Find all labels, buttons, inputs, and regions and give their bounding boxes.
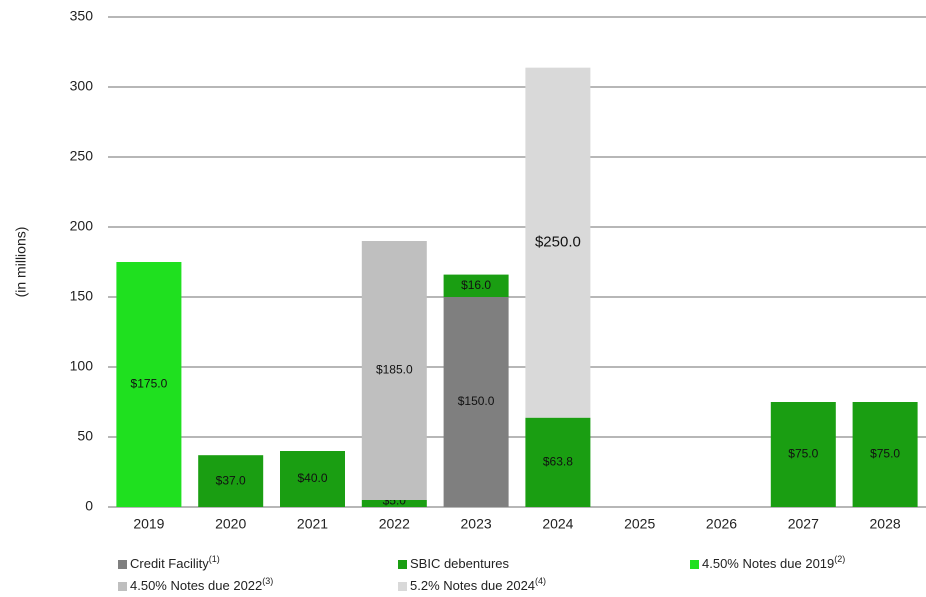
x-tick-label: 2025 [624,516,655,532]
y-tick-label: 150 [70,288,94,304]
bar-segment [361,500,427,507]
legend-footnote: (3) [262,576,273,586]
y-tick-label: 200 [70,218,94,234]
bar-segment [525,417,591,507]
legend-label: Credit Facility(1) [130,554,220,571]
value-label: $185.0 [376,363,413,377]
legend-name: 4.50% Notes due 2019 [702,556,834,571]
legend-swatch [690,560,699,569]
bar-segment [198,455,264,507]
y-tick-label: 50 [77,428,93,444]
bar-segment [525,67,591,418]
bar-segment [852,402,918,507]
legend-label: SBIC debentures [410,556,510,571]
value-label: $75.0 [788,447,818,461]
x-tick-label: 2028 [870,516,901,532]
value-label: $40.0 [297,471,327,485]
legend-footnote: (2) [834,554,845,564]
bar-segment [443,274,509,297]
x-tick-label: 2026 [706,516,737,532]
legend-name: SBIC debentures [410,556,510,571]
x-tick-label: 2027 [788,516,819,532]
x-tick-label: 2022 [379,516,410,532]
value-label: $250.0 [535,234,581,251]
value-label: $150.0 [458,394,495,408]
bar-segment [770,402,836,507]
y-tick-label: 300 [70,78,94,94]
legend-label: 4.50% Notes due 2022(3) [130,576,273,593]
value-label: $175.0 [131,377,168,391]
x-tick-label: 2020 [215,516,246,532]
legend-swatch [398,582,407,591]
bar-segment [443,297,509,507]
value-label: $63.8 [543,455,573,469]
y-tick-label: 0 [85,498,93,514]
x-tick-label: 2023 [461,516,492,532]
legend-name: 4.50% Notes due 2022 [130,578,262,593]
legend-name: 5.2% Notes due 2024 [410,578,535,593]
legend-footnote: (4) [535,576,546,586]
bar-segment [116,262,182,507]
legend-label: 5.2% Notes due 2024(4) [410,576,546,593]
x-tick-label: 2024 [542,516,573,532]
value-label: $37.0 [216,473,246,487]
y-axis-label: (in millions) [13,227,29,298]
legend-swatch [398,560,407,569]
bar-segment [280,451,345,507]
y-tick-label: 100 [70,358,94,374]
legend-footnote: (1) [209,554,220,564]
bar-segment [361,241,427,500]
y-tick-label: 350 [70,8,94,24]
legend-swatch [118,582,127,591]
x-tick-label: 2021 [297,516,328,532]
y-tick-label: 250 [70,148,94,164]
legend-name: Credit Facility [130,556,209,571]
legend-swatch [118,560,127,569]
legend-label: 4.50% Notes due 2019(2) [702,554,845,571]
value-label: $16.0 [461,278,491,292]
x-tick-label: 2019 [133,516,164,532]
value-label: $75.0 [870,447,900,461]
